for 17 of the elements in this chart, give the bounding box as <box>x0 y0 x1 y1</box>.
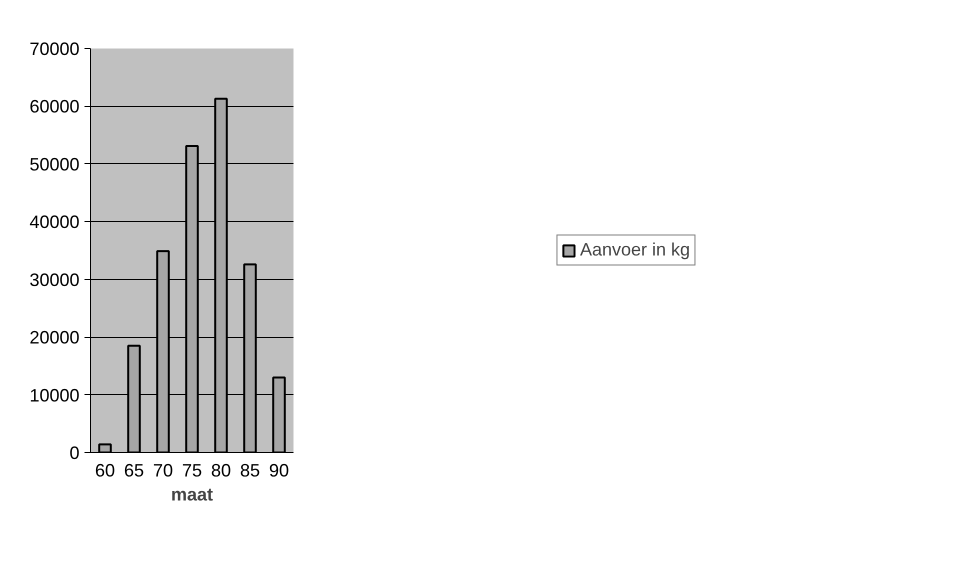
x-tick-label: 85 <box>240 460 260 480</box>
y-tick-label: 20000 <box>29 328 80 348</box>
x-tick-label: 80 <box>210 460 232 480</box>
x-tick-label: 75 <box>182 460 202 480</box>
y-tick-label: 10000 <box>29 385 80 406</box>
y-tick-label: 40000 <box>29 212 80 232</box>
x-tick-label: 70 <box>152 460 174 480</box>
y-tick-label: 50000 <box>29 154 80 174</box>
y-tick-label: 60000 <box>29 96 80 117</box>
x-tick-label: 60 <box>94 460 116 480</box>
y-tick-label: 30000 <box>29 270 80 290</box>
x-axis-title: maat <box>170 484 214 504</box>
y-tick-label: 70000 <box>29 39 80 59</box>
y-tick-label: 0 <box>69 443 80 463</box>
x-tick-label: 90 <box>268 460 290 480</box>
legend-label: Aanvoer in kg <box>580 240 690 260</box>
x-tick-label: 65 <box>124 460 144 480</box>
